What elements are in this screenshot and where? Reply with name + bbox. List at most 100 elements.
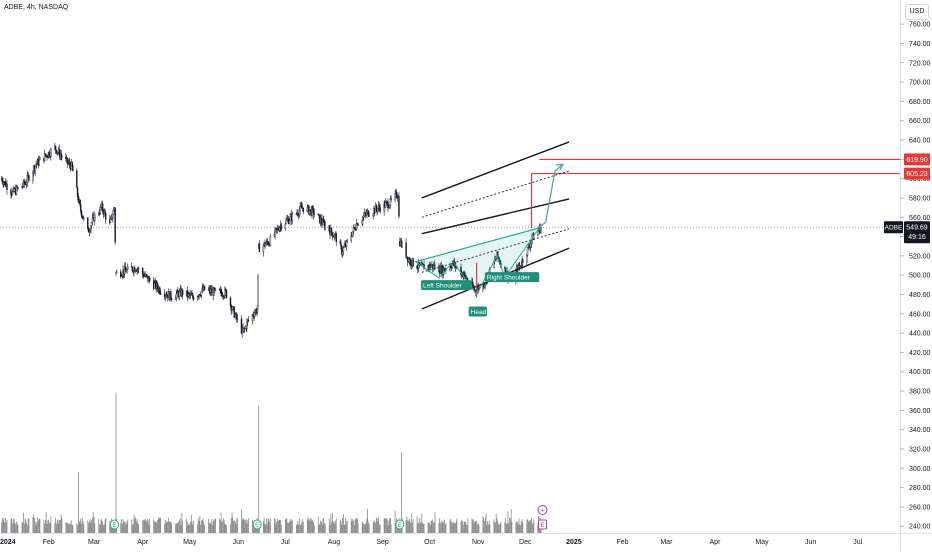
volume-bar [368,521,369,533]
candle-body [188,292,190,295]
volume-bar [226,525,227,533]
candle-body [214,288,217,291]
volume-bar [377,521,379,533]
candle-body [262,245,265,253]
volume-bar [489,524,491,533]
candle-body [471,281,474,287]
volume-bar [334,523,336,533]
candle-body [375,205,378,210]
volume-bar [298,524,300,533]
volume-bar [72,525,74,533]
candle-body [345,240,348,247]
candle-body [104,210,106,214]
head-shoulders-pattern[interactable]: Left Shoulder Head Right Shoulder [414,163,565,317]
volume-bar [193,520,194,533]
candle-body [120,275,123,278]
volume-bar [198,520,200,533]
volume-bar [268,518,270,533]
volume-bar [77,472,79,533]
candle-body [421,262,424,265]
volume-bar [269,518,271,533]
candle-body [367,210,370,217]
volume-bar [269,522,271,533]
candle-body [61,155,63,158]
volume-bar [50,516,52,533]
candle-body [44,153,47,157]
volume-bar [467,518,469,533]
candle-body [410,259,412,266]
volume-bar [145,519,147,533]
candle-body [324,225,326,229]
candle-body [333,233,336,237]
time-axis[interactable]: 2024 Feb Mar Apr May Jun Jul Aug Sep Oct Nov Dec 202… [0,539,863,546]
volume-bar [438,522,440,533]
neckline [415,227,540,263]
candle-body [230,304,232,311]
candle-body [170,291,172,300]
volume-bar [394,510,396,533]
volume-bar [204,524,205,533]
volume-bar [81,517,83,533]
candle-body [308,210,311,215]
volume-bar [200,520,202,533]
candle-body [279,227,281,231]
x-tick-label: Dec [519,539,532,546]
candle-body [354,227,356,230]
y-tick-label: 560.00 [909,215,931,222]
volume-bar [367,508,368,533]
volume-bar [45,511,47,533]
volume-bar [431,521,433,533]
y-tick-label: 660.00 [909,118,931,125]
volume-bar [411,513,412,533]
volume-bar [408,518,410,533]
volume-bar [476,520,478,533]
candle-body [529,243,532,248]
volume-bar [362,523,364,533]
price-axis[interactable]: 760.00 740.00 720.00 700.00 680.00 660.00 640.… [884,22,931,531]
y-tick-label: 460.00 [909,311,931,318]
volume-bar [388,520,390,533]
volume-bar [37,517,39,533]
volume-bar [44,523,46,533]
trend-channel[interactable] [421,141,570,310]
volume-bar [81,523,82,533]
volume-bar [59,519,60,533]
volume-bar [1,518,3,533]
volume-bar [410,523,412,533]
volume-bar [43,519,45,533]
candle-body [377,208,379,212]
volume-bar [329,524,331,533]
candle-body [320,217,323,223]
volume-bar [418,522,420,533]
y-tick-label: 240.00 [909,524,931,531]
volume-bar [434,512,436,533]
volume-bar [353,524,355,533]
candle-body [285,219,287,225]
volume-bar [263,517,265,533]
x-tick-label: Feb [616,539,628,546]
candle-body [299,205,301,211]
volume-bar [506,523,508,533]
volume-bar [132,525,133,533]
volume-bar [428,522,430,533]
volume-bar [311,520,313,533]
earnings-marker-label: E [255,523,259,529]
event-markers[interactable]: E E E + E [109,505,548,530]
candle-body [23,180,25,185]
x-tick-label: 2025 [566,539,582,546]
candle-body [170,298,173,300]
candle-body [254,312,256,317]
volume-bar [387,525,389,533]
volume-bar [203,522,205,533]
volume-bar [11,518,13,533]
candle-body [4,181,7,187]
volume-bar [242,519,244,533]
currency-button[interactable]: USD [905,4,929,20]
volume-bar [440,521,442,533]
candle-body [284,223,287,229]
candle-body [54,145,57,151]
volume-bar [142,520,144,533]
candle-body [330,227,333,233]
